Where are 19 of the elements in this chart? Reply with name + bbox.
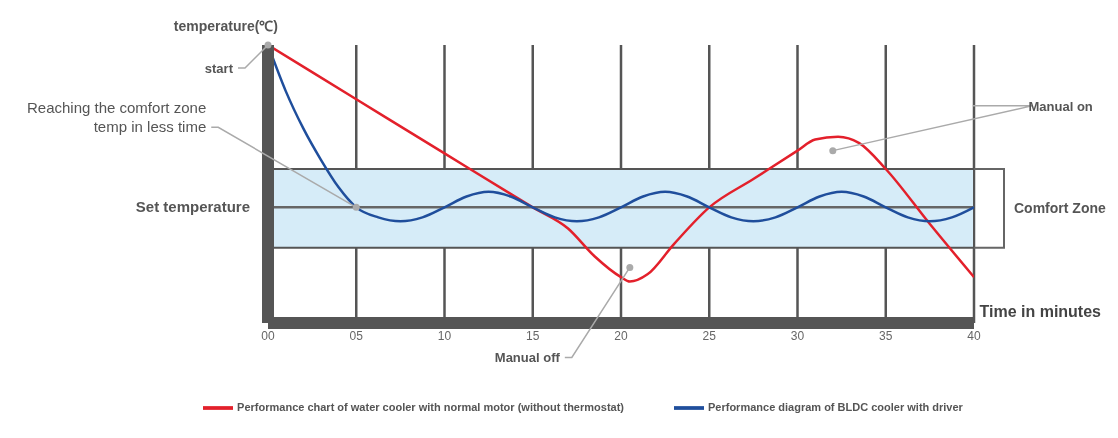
band-label: Comfort Zone [1014,200,1106,217]
annotation: Manual off [494,350,561,366]
x-tick-label: 00 [261,328,275,343]
x-tick-label: 30 [790,328,805,343]
x-tick-label: 10 [437,328,452,343]
x-tick-label: 40 [967,328,981,343]
y-axis-title: temperature(℃) [173,18,278,34]
annotation: Reaching the comfort zone temp in less time [26,99,207,136]
x-tick-label: 35 [879,328,893,343]
x-tick-label: 25 [702,328,717,343]
x-tick-label: 15 [526,328,540,343]
annotation: start [204,61,234,76]
x-axis-title: Time in minutes [979,303,1102,321]
x-tick-label: 20 [614,328,628,343]
legend-label: Performance chart of water cooler with normal motor (without thermostat) [237,400,624,413]
x-tick-label: 05 [349,328,364,343]
ref-line-label: Set temperature [135,198,250,216]
legend-label: Performance diagram of BLDC cooler with driver [708,400,963,413]
annotation: Manual on [1028,98,1093,114]
